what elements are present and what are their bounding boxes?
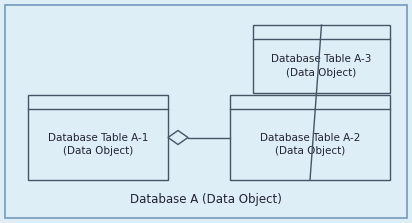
Text: Database Table A-1
(Data Object): Database Table A-1 (Data Object) — [48, 133, 148, 156]
Bar — [253, 25, 390, 93]
Text: Database Table A-2
(Data Object): Database Table A-2 (Data Object) — [260, 133, 360, 156]
Bar — [230, 95, 390, 180]
Bar — [28, 95, 168, 180]
Text: Database A (Data Object): Database A (Data Object) — [130, 194, 282, 206]
Polygon shape — [168, 130, 188, 145]
Text: Database Table A-3
(Data Object): Database Table A-3 (Data Object) — [272, 54, 372, 78]
